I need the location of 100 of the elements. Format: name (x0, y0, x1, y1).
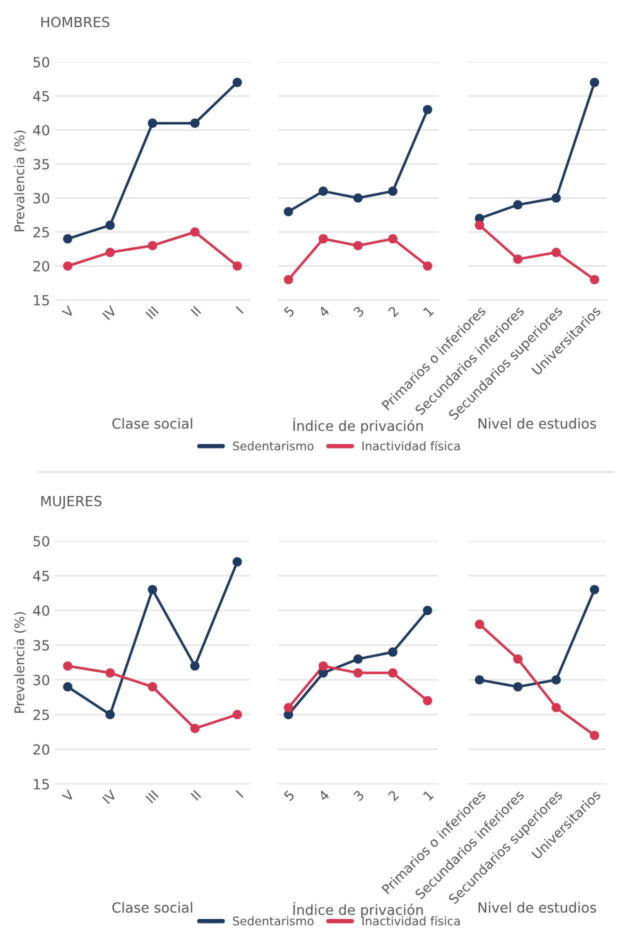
point (318, 186, 328, 196)
point (105, 710, 115, 720)
x-tick-label: V (62, 789, 75, 802)
point (474, 675, 484, 685)
x-tick-label: 4 (318, 306, 330, 318)
y-tick-label: 50 (34, 536, 50, 546)
point (353, 654, 363, 664)
point (513, 654, 522, 664)
point (232, 557, 242, 566)
x-tick-label: 5 (284, 790, 295, 802)
point (474, 220, 484, 230)
point (63, 261, 72, 271)
point (388, 186, 398, 196)
point (513, 682, 522, 692)
y-tick-label: 20 (33, 744, 50, 755)
x-tick-label: 5 (284, 306, 295, 318)
point (284, 702, 294, 712)
legend-label: Inactividad física (362, 916, 460, 926)
point (63, 661, 72, 671)
y-tick-label: 50 (34, 56, 50, 68)
x-tick-label: I (236, 306, 244, 314)
point (513, 200, 522, 210)
y-tick-label: 30 (34, 674, 50, 686)
y-tick-label: 30 (34, 192, 50, 204)
y-tick-label: 15 (34, 779, 49, 790)
x-tick-label: 1 (422, 306, 434, 317)
point (105, 248, 115, 258)
point (353, 193, 363, 203)
y-tick-label: 25 (33, 710, 49, 720)
y-tick-label: 45 (33, 570, 49, 582)
point (232, 78, 242, 88)
point (552, 702, 561, 712)
x-tick-label: 4 (318, 790, 330, 802)
x-axis-title: Índice de privación (293, 418, 423, 434)
point (422, 104, 432, 114)
point (232, 710, 242, 720)
x-axis-title: Nivel de estudios (478, 418, 596, 429)
y-tick-label: 35 (34, 158, 49, 170)
x-axis-title: Clase social (112, 902, 192, 913)
point (190, 724, 200, 734)
point (190, 118, 200, 128)
point (190, 661, 200, 671)
point (148, 240, 158, 250)
x-tick-label: 2 (388, 790, 399, 802)
x-tick-label: 2 (388, 306, 399, 318)
y-tick-label: 40 (33, 605, 50, 616)
point (552, 248, 561, 258)
y-axis-title: Prevalencia (%) (14, 612, 26, 713)
point (474, 620, 484, 629)
point (422, 696, 432, 706)
x-tick-label: I (236, 790, 244, 798)
x-axis-title: Clase social (112, 418, 192, 429)
x-tick-label: 3 (352, 306, 364, 318)
point (232, 261, 242, 271)
y-tick-label: 40 (33, 124, 50, 136)
point (284, 274, 294, 284)
point (552, 193, 561, 203)
point (353, 668, 363, 678)
point (552, 675, 561, 685)
point (63, 682, 72, 692)
point (318, 661, 328, 671)
x-tick-label: II (190, 790, 202, 801)
x-tick-label: 3 (352, 790, 364, 802)
point (590, 274, 600, 284)
y-tick-label: 25 (33, 226, 49, 238)
y-tick-label: 35 (34, 640, 49, 651)
point (148, 682, 158, 692)
y-tick-label: 20 (33, 260, 50, 272)
y-tick-label: 15 (34, 295, 49, 306)
point (105, 668, 115, 678)
legend-label: Sedentarismo (233, 916, 314, 926)
x-tick-label: IV (102, 789, 118, 804)
point (590, 584, 600, 594)
x-tick-label: II (190, 306, 202, 317)
point (63, 234, 72, 244)
y-axis-title: Prevalencia (%) (14, 130, 26, 232)
point (284, 206, 294, 216)
x-axis-title: Índice de privación (293, 902, 423, 918)
point (590, 78, 600, 88)
point (422, 606, 432, 616)
x-tick-label: IV (102, 305, 118, 320)
point (105, 220, 115, 230)
x-axis-title: Nivel de estudios (478, 902, 596, 913)
x-tick-label: 1 (422, 790, 434, 801)
point (513, 254, 522, 264)
point (148, 584, 158, 594)
x-tick-label: V (62, 305, 75, 318)
point (388, 234, 398, 244)
point (388, 647, 398, 657)
point (318, 234, 328, 244)
legend-label: Inactividad física (362, 440, 460, 450)
x-tick-label: III (145, 790, 159, 804)
point (353, 240, 363, 250)
point (422, 261, 432, 271)
chart-title: MUJERES (41, 496, 102, 509)
point (190, 227, 200, 237)
x-tick-label: III (145, 306, 159, 320)
chart-title: HOMBRES (41, 16, 110, 28)
legend-label: Sedentarismo (233, 441, 314, 450)
point (388, 668, 398, 678)
